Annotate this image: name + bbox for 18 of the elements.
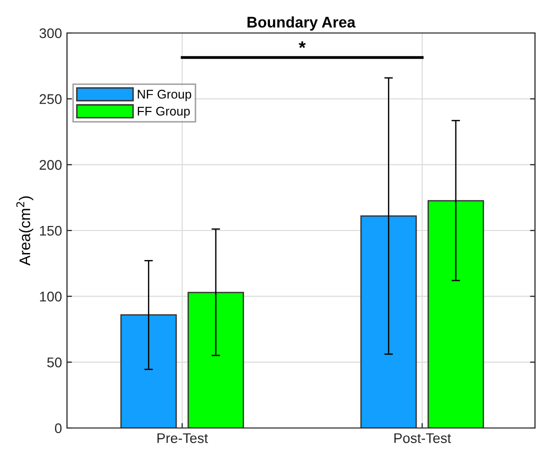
chart-title: Boundary Area [248,16,356,31]
x-tick-label: Post-Test [394,433,452,444]
y-tick-label: 250 [40,94,62,104]
y-tick-label: 50 [47,358,62,368]
y-tick-label: 0 [54,423,62,434]
y-tick-label: 150 [40,226,62,236]
y-tick-label: 100 [40,292,62,302]
y-tick-label: 300 [40,28,62,38]
bar [428,200,484,428]
y-tick-label: 200 [40,160,62,170]
x-tick-label: Pre-Test [157,433,208,444]
legend-label: NF Group [138,90,192,102]
annotation: * [298,41,306,48]
bar [188,292,244,428]
bar [120,314,177,428]
legend-label: FF Group [138,106,190,118]
bar [360,215,417,428]
y-axis-title: Area(cm$^{2}$) [16,196,34,266]
